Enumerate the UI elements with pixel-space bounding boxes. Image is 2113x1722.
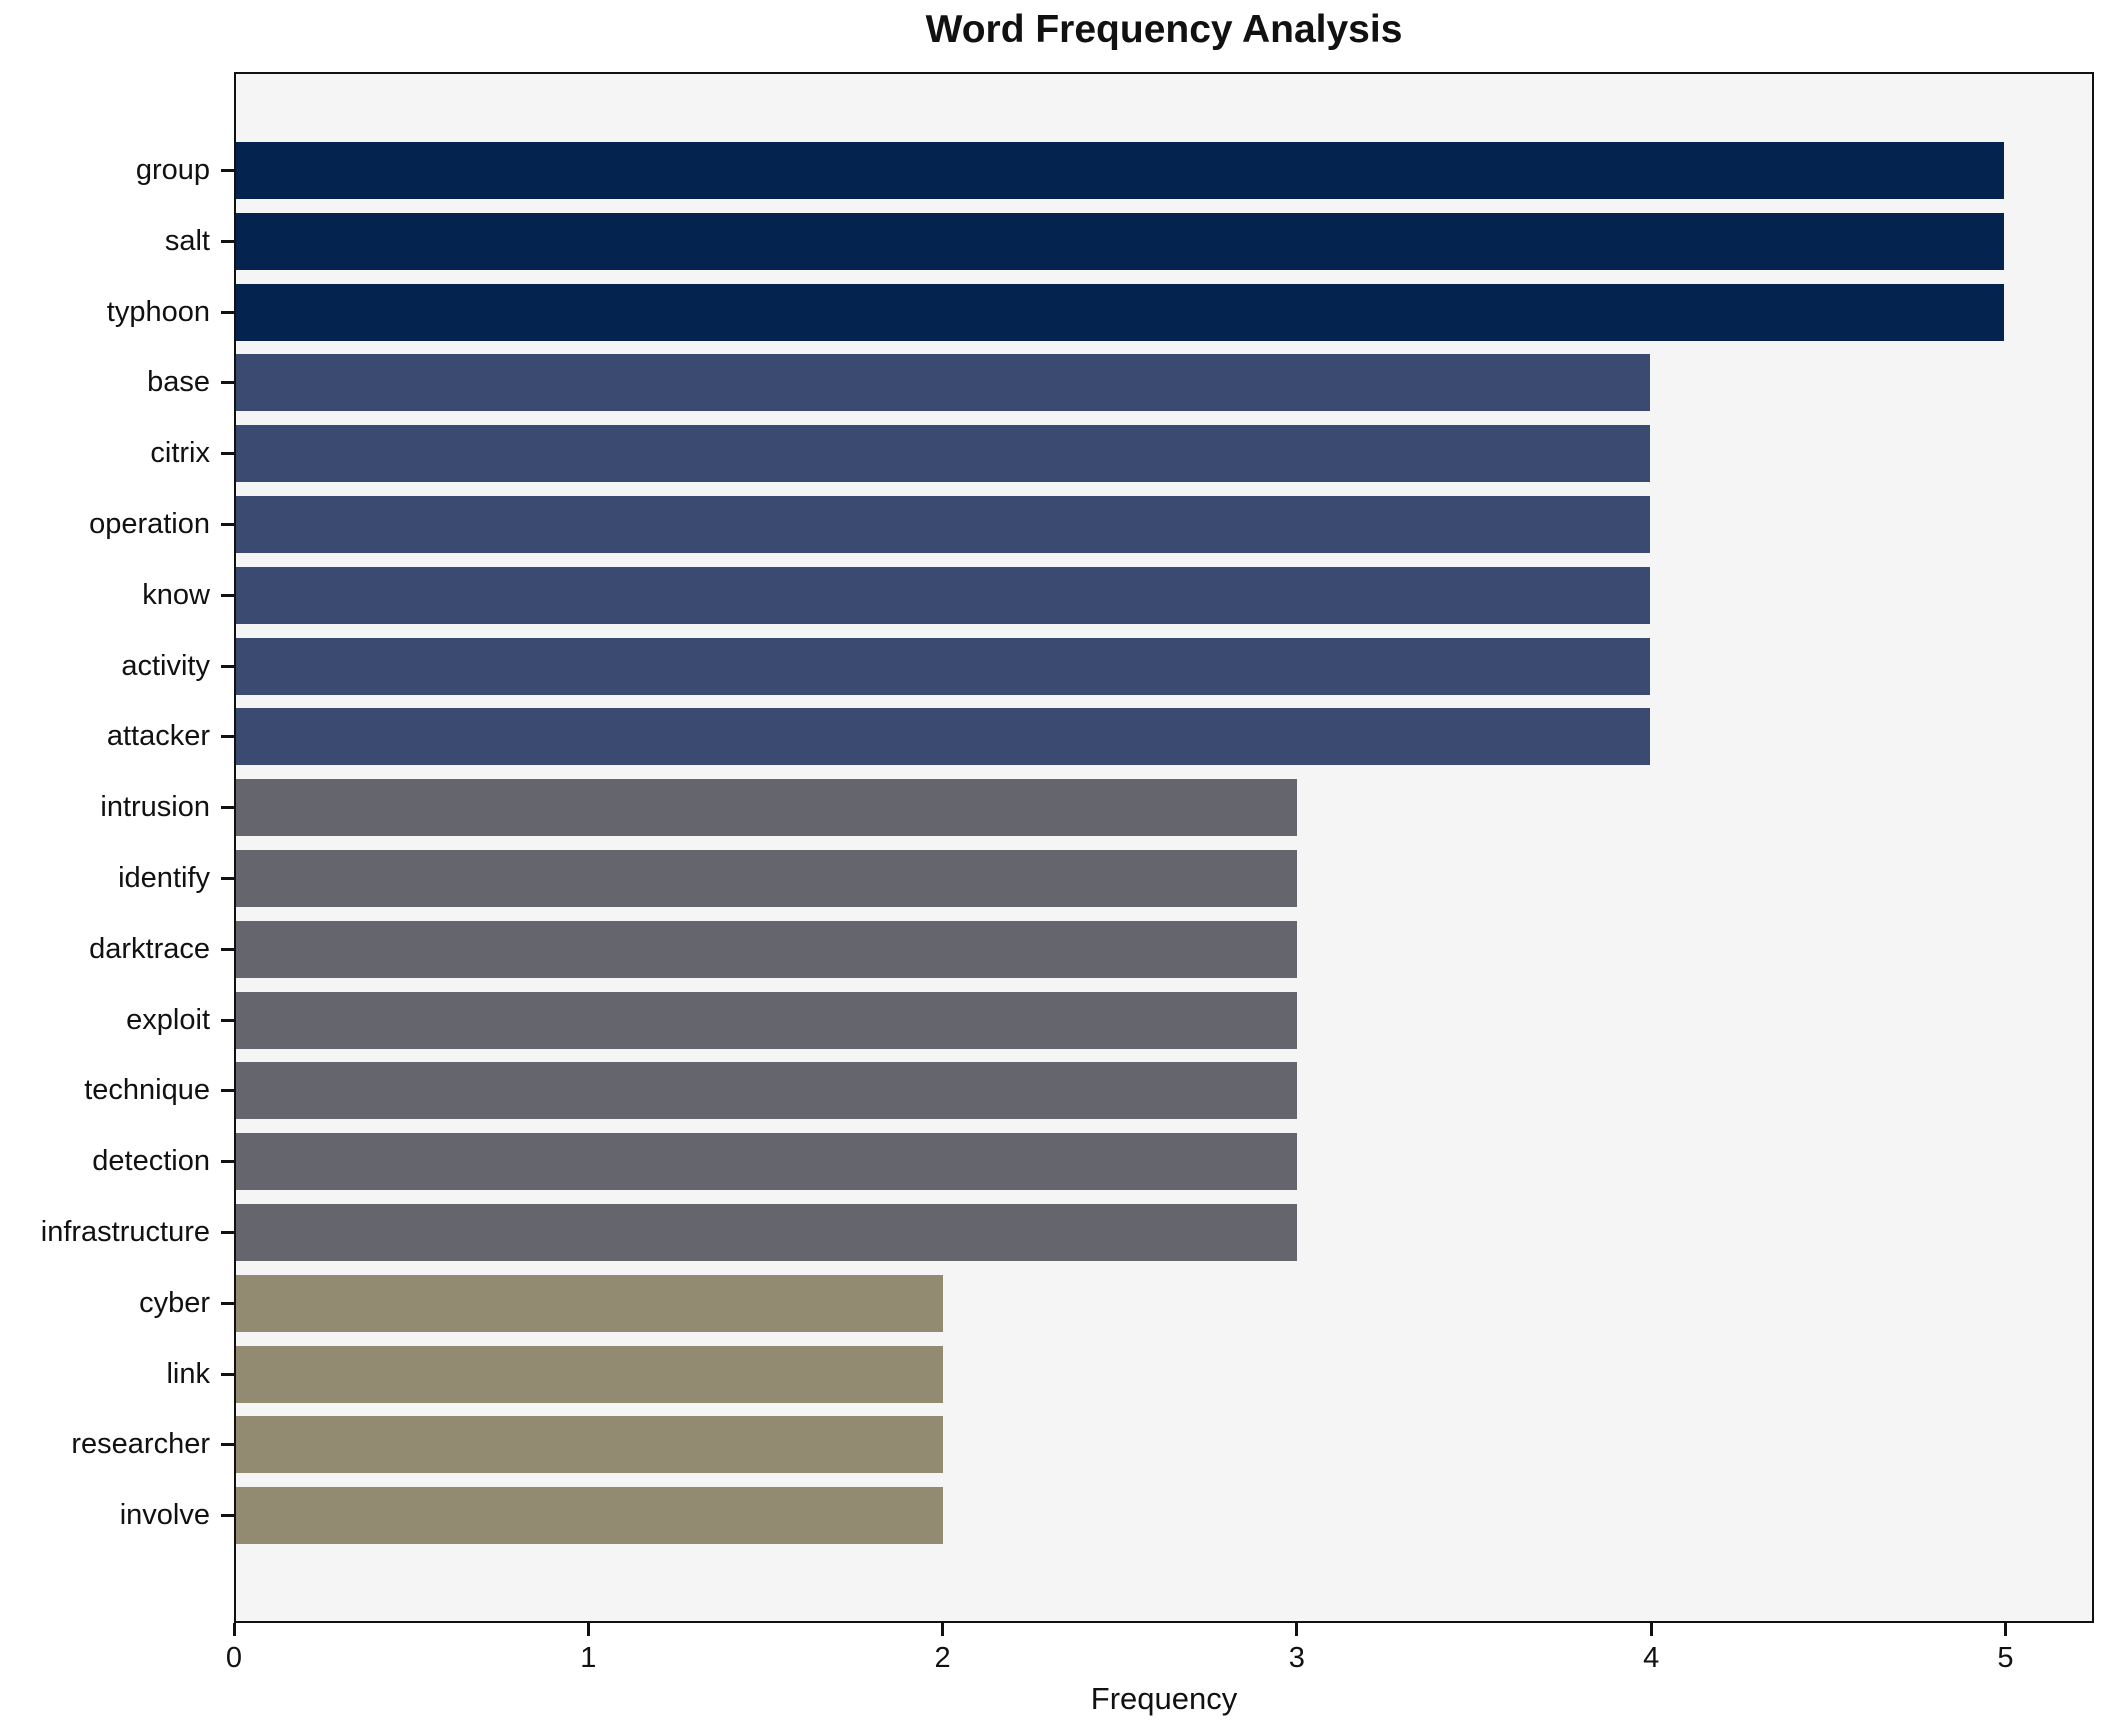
bar — [236, 142, 2004, 199]
category-label: base — [147, 366, 210, 399]
y-tick-mark — [221, 1089, 234, 1093]
x-tick-label: 4 — [1643, 1642, 1660, 1674]
plot-area — [234, 72, 2094, 1623]
bar — [236, 850, 1297, 907]
y-tick-mark — [221, 593, 234, 597]
category-label: identify — [118, 862, 210, 894]
bar — [236, 779, 1297, 837]
x-tick-mark — [2003, 1623, 2007, 1636]
bar — [236, 1062, 1297, 1120]
category-label: infrastructure — [40, 1216, 210, 1248]
category-label: intrusion — [100, 791, 210, 824]
y-tick-mark — [221, 169, 234, 172]
category-label: operation — [89, 508, 210, 540]
y-tick-mark — [221, 877, 234, 880]
y-tick-mark — [221, 735, 234, 739]
bar — [236, 708, 1651, 766]
y-tick-mark — [221, 1160, 234, 1164]
bar — [236, 1204, 1297, 1261]
bar — [236, 1487, 944, 1545]
category-label: researcher — [71, 1428, 210, 1461]
category-label: darktrace — [89, 932, 210, 965]
y-tick-mark — [221, 1514, 234, 1518]
y-tick-mark — [221, 381, 234, 385]
y-tick-mark — [221, 664, 234, 668]
x-tick-label: 3 — [1288, 1642, 1305, 1674]
x-tick-label: 5 — [1997, 1642, 2014, 1674]
bar — [236, 566, 1651, 624]
x-tick-label: 2 — [934, 1642, 951, 1674]
x-tick-mark — [941, 1623, 945, 1636]
bar — [236, 991, 1297, 1049]
y-tick-mark — [221, 1443, 234, 1447]
bar — [236, 1133, 1297, 1191]
y-tick-mark — [221, 310, 234, 314]
x-axis-title: Frequency — [1090, 1681, 1238, 1716]
bar — [236, 1416, 944, 1474]
bar — [236, 1274, 944, 1332]
bar — [236, 637, 1651, 695]
y-tick-mark — [221, 239, 234, 243]
chart-title: Word Frequency Analysis — [925, 8, 1403, 51]
x-tick-label: 1 — [580, 1642, 597, 1674]
category-label: know — [142, 578, 210, 611]
x-tick-label: 0 — [225, 1642, 243, 1674]
y-tick-mark — [221, 1231, 234, 1234]
category-label: involve — [119, 1499, 210, 1532]
category-label: attacker — [106, 720, 210, 753]
y-tick-mark — [221, 452, 234, 456]
category-label: group — [135, 154, 210, 186]
y-tick-mark — [221, 523, 234, 526]
bar — [236, 496, 1651, 553]
x-tick-mark — [232, 1623, 236, 1636]
category-label: technique — [84, 1074, 210, 1107]
bar — [236, 212, 2004, 270]
y-tick-mark — [221, 806, 234, 810]
category-label: exploit — [126, 1003, 210, 1036]
category-label: citrix — [150, 437, 210, 470]
bar — [236, 354, 1651, 412]
category-label: link — [166, 1357, 210, 1390]
x-tick-mark — [586, 1623, 590, 1636]
category-label: salt — [164, 224, 210, 257]
bar — [236, 1345, 944, 1403]
bar — [236, 920, 1297, 978]
bar — [236, 283, 2004, 341]
category-label: typhoon — [106, 295, 210, 328]
bar — [236, 425, 1651, 483]
category-label: detection — [92, 1145, 210, 1178]
y-tick-mark — [221, 1018, 234, 1022]
category-label: cyber — [139, 1286, 210, 1319]
y-tick-mark — [221, 1301, 234, 1305]
x-tick-mark — [1649, 1623, 1653, 1636]
y-tick-mark — [221, 947, 234, 951]
y-tick-mark — [221, 1372, 234, 1376]
x-tick-mark — [1295, 1623, 1299, 1636]
category-label: activity — [121, 649, 210, 682]
